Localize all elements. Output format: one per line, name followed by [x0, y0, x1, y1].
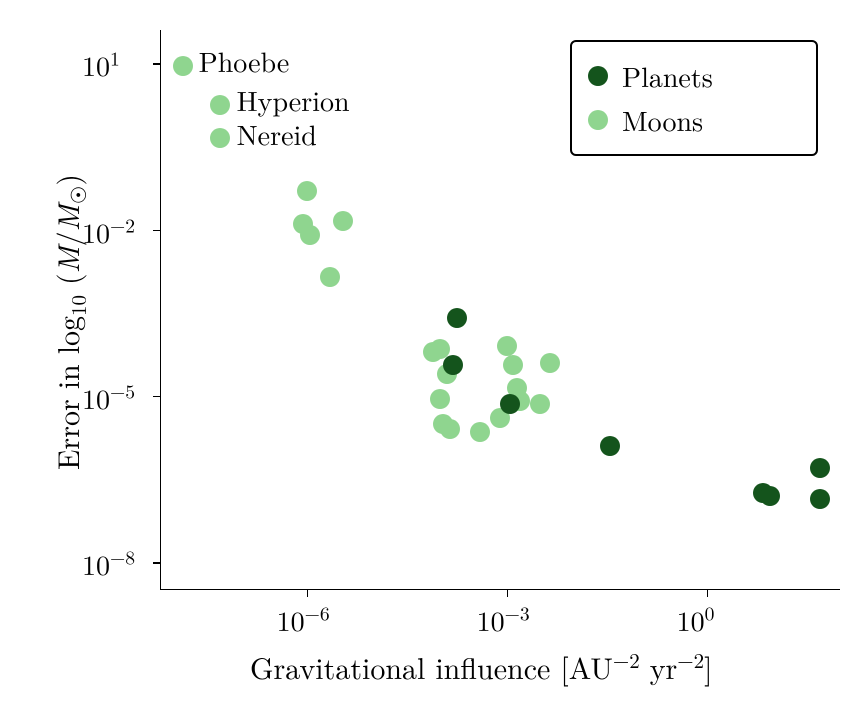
x-tick — [307, 590, 309, 597]
y-tick — [153, 230, 160, 232]
data-point-planets — [810, 458, 830, 478]
data-point-moons — [540, 353, 560, 373]
data-point-planets — [600, 436, 620, 456]
y-tick-label: 101 — [82, 45, 120, 85]
legend-marker — [588, 110, 608, 130]
annotation-nereid: Nereid — [237, 114, 317, 154]
legend: PlanetsMoons — [570, 40, 818, 156]
data-point-moons — [440, 419, 460, 439]
data-point-moons — [173, 56, 193, 76]
x-tick-label: 10−3 — [477, 600, 530, 640]
data-point-moons — [423, 342, 443, 362]
data-point-moons — [320, 267, 340, 287]
legend-marker — [588, 66, 608, 86]
legend-label: Moons — [622, 100, 703, 140]
y-tick — [153, 562, 160, 564]
x-tick-label: 100 — [677, 600, 715, 640]
x-axis-label: Gravitational influence [AU−2 yr−2] — [250, 645, 712, 688]
data-point-moons — [300, 225, 320, 245]
x-tick — [507, 590, 509, 597]
data-point-moons — [497, 336, 517, 356]
data-point-planets — [500, 394, 520, 414]
data-point-moons — [210, 95, 230, 115]
y-tick — [153, 63, 160, 65]
scatter-chart: Error in log10 (M/M☉) Gravitational infl… — [0, 0, 864, 711]
data-point-moons — [333, 211, 353, 231]
data-point-moons — [503, 355, 523, 375]
annotation-phoebe: Phoebe — [199, 41, 290, 81]
legend-item-moons: Moons — [588, 100, 800, 140]
data-point-planets — [810, 489, 830, 509]
data-point-planets — [760, 486, 780, 506]
data-point-moons — [470, 422, 490, 442]
data-point-moons — [530, 394, 550, 414]
data-point-planets — [447, 308, 467, 328]
data-point-moons — [297, 181, 317, 201]
y-tick-label: 10−2 — [82, 212, 135, 252]
data-point-moons — [210, 128, 230, 148]
data-point-planets — [443, 355, 463, 375]
x-tick-label: 10−6 — [277, 600, 330, 640]
x-tick — [707, 590, 709, 597]
y-tick-label: 10−8 — [82, 544, 135, 584]
legend-label: Planets — [622, 56, 713, 96]
y-tick — [153, 396, 160, 398]
legend-item-planets: Planets — [588, 56, 800, 96]
data-point-moons — [430, 389, 450, 409]
y-tick-label: 10−5 — [82, 378, 135, 418]
